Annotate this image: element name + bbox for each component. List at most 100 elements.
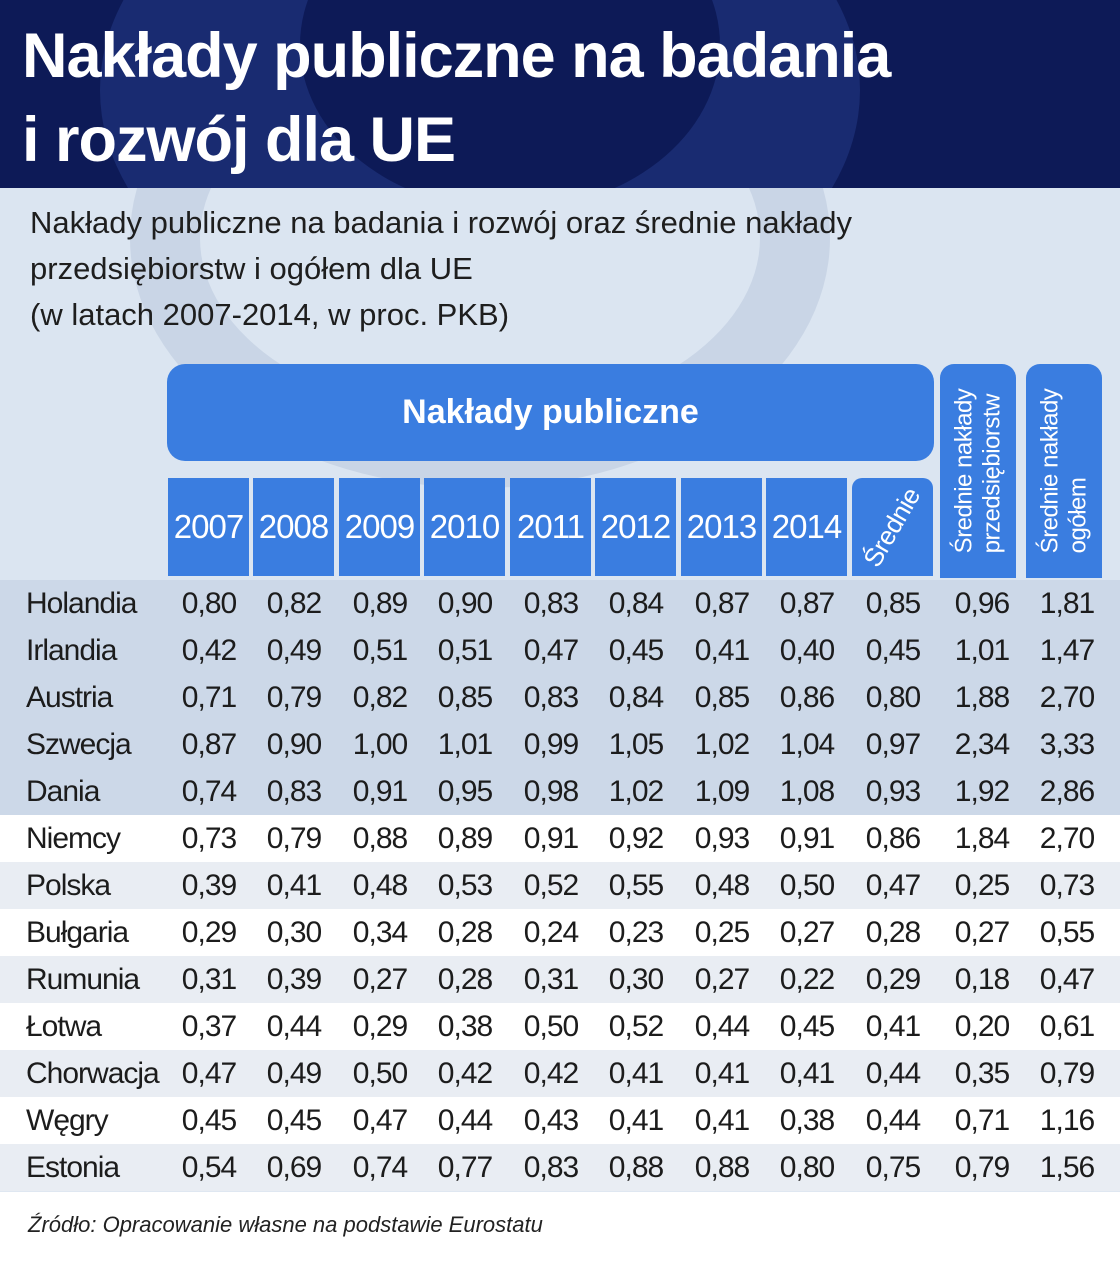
table-cell: 1,00 [352, 728, 408, 761]
row-background [0, 1097, 1120, 1144]
table-cell: 0,95 [437, 775, 493, 808]
table-cell: 0,80 [865, 681, 921, 714]
table-row: Szwecja 0,87 0,90 1,00 1,01 0,99 1,05 1,02 1,04 0… [0, 721, 1120, 768]
table-cell: 0,54 [181, 1151, 237, 1184]
table-cell: 0,45 [608, 634, 664, 667]
table-row: Chorwacja 0,47 0,49 0,50 0,42 0,42 0,41 0,41 0,4… [0, 1050, 1120, 1097]
table-cell: 1,09 [694, 775, 750, 808]
table-cell: 0,34 [352, 916, 408, 949]
table-cell: 0,29 [352, 1010, 408, 1043]
col-header-0: 2007 [168, 478, 249, 576]
table-cell: 0,38 [779, 1104, 835, 1137]
table-cell: 0,79 [266, 681, 322, 714]
table-row: Dania 0,74 0,83 0,91 0,95 0,98 1,02 1,09 1,08 0,9… [0, 768, 1120, 815]
table-cell: 0,82 [352, 681, 408, 714]
table-cell: 0,48 [694, 869, 750, 902]
subtitle-line-3: (w latach 2007-2014, w proc. PKB) [30, 297, 510, 332]
table-cell: 0,79 [954, 1151, 1010, 1184]
col-header-7: 2014 [766, 478, 847, 576]
table-cell: 0,99 [523, 728, 579, 761]
table-cell: 0,88 [694, 1151, 750, 1184]
title-line-1: Nakłady publiczne na badania [22, 21, 891, 91]
table-cell: 0,31 [523, 963, 579, 996]
table-cell: 0,97 [865, 728, 921, 761]
table-cell: 0,71 [181, 681, 237, 714]
col-header-przedsiebiorstw: Średnie nakłady przedsiębiorstw [940, 364, 1016, 578]
table-cell: 0,87 [779, 587, 835, 620]
row-country: Polska [26, 869, 111, 902]
table-cell: 0,40 [779, 634, 835, 667]
col-header-2: 2009 [339, 478, 420, 576]
source-note: Źródło: Opracowanie własne na podstawie … [28, 1212, 543, 1237]
col-header-4: 2011 [510, 478, 591, 576]
table-cell: 0,44 [865, 1104, 921, 1137]
table-cell: 0,42 [523, 1057, 579, 1090]
subtitle: Nakłady publiczne na badania i rozwój or… [30, 200, 1110, 338]
table-cell: 0,27 [694, 963, 750, 996]
table-cell: 0,42 [181, 634, 237, 667]
table-cell: 0,98 [523, 775, 579, 808]
table-row: Rumunia 0,31 0,39 0,27 0,28 0,31 0,30 0,27 0,22 0… [0, 956, 1120, 1003]
table-cell: 1,01 [954, 634, 1010, 667]
table-cell: 0,71 [954, 1104, 1010, 1137]
table-cell: 0,45 [779, 1010, 835, 1043]
table-cell: 0,49 [266, 634, 322, 667]
table-cell: 0,87 [181, 728, 237, 761]
col-header-przeds-line-1: Średnie nakłady [950, 388, 977, 554]
table-cell: 2,70 [1039, 681, 1095, 714]
table-cell: 0,41 [694, 1104, 750, 1137]
table-cell: 0,93 [865, 775, 921, 808]
row-background [0, 1050, 1120, 1097]
table-cell: 0,41 [266, 869, 322, 902]
row-background [0, 862, 1120, 909]
table-cell: 0,44 [266, 1010, 322, 1043]
table-cell: 0,47 [181, 1057, 237, 1090]
table-cell: 0,44 [694, 1010, 750, 1043]
table-cell: 0,89 [437, 822, 493, 855]
row-country: Niemcy [26, 822, 121, 855]
table-cell: 0,22 [779, 963, 835, 996]
table-cell: 0,39 [181, 869, 237, 902]
table-cell: 0,27 [352, 963, 408, 996]
table-cell: 0,50 [779, 869, 835, 902]
table-cell: 0,83 [266, 775, 322, 808]
table-cell: 1,84 [954, 822, 1010, 855]
table-cell: 2,86 [1039, 775, 1095, 808]
table-cell: 0,37 [181, 1010, 237, 1043]
group-header-naklady-publiczne: Nakłady publiczne [167, 364, 934, 461]
row-background [0, 1144, 1120, 1191]
table-cell: 0,90 [437, 587, 493, 620]
table-cell: 0,85 [865, 587, 921, 620]
table-cell: 0,41 [694, 1057, 750, 1090]
col-header-ogolem-line-1: Średnie nakłady [1036, 388, 1063, 554]
table-cell: 0,53 [437, 869, 493, 902]
table-cell: 0,85 [437, 681, 493, 714]
table-row: Austria 0,71 0,79 0,82 0,85 0,83 0,84 0,85 0,86 0… [0, 674, 1120, 721]
row-country: Łotwa [26, 1010, 102, 1043]
table-cell: 1,05 [608, 728, 664, 761]
row-background [0, 721, 1120, 768]
table-cell: 0,87 [694, 587, 750, 620]
row-background [0, 580, 1120, 627]
table-cell: 0,73 [181, 822, 237, 855]
table-cell: 0,69 [266, 1151, 322, 1184]
table-cell: 0,24 [523, 916, 579, 949]
table-cell: 0,79 [1039, 1057, 1095, 1090]
table-cell: 2,34 [954, 728, 1010, 761]
col-header-przeds-line-2: przedsiębiorstw [978, 394, 1005, 554]
table-row: Bułgaria 0,29 0,30 0,34 0,28 0,24 0,23 0,25 0,27… [0, 909, 1120, 956]
table-cell: 2,70 [1039, 822, 1095, 855]
table-cell: 0,27 [779, 916, 835, 949]
table-cell: 0,23 [608, 916, 664, 949]
table-cell: 0,92 [608, 822, 664, 855]
row-country: Szwecja [26, 728, 132, 761]
row-country: Chorwacja [26, 1057, 160, 1090]
table-cell: 0,41 [779, 1057, 835, 1090]
table-cell: 0,93 [694, 822, 750, 855]
row-country: Bułgaria [26, 916, 129, 949]
table-cell: 0,27 [954, 916, 1010, 949]
table-cell: 1,56 [1039, 1151, 1095, 1184]
table-cell: 0,80 [779, 1151, 835, 1184]
table-cell: 0,18 [954, 963, 1010, 996]
table-cell: 0,47 [1039, 963, 1095, 996]
